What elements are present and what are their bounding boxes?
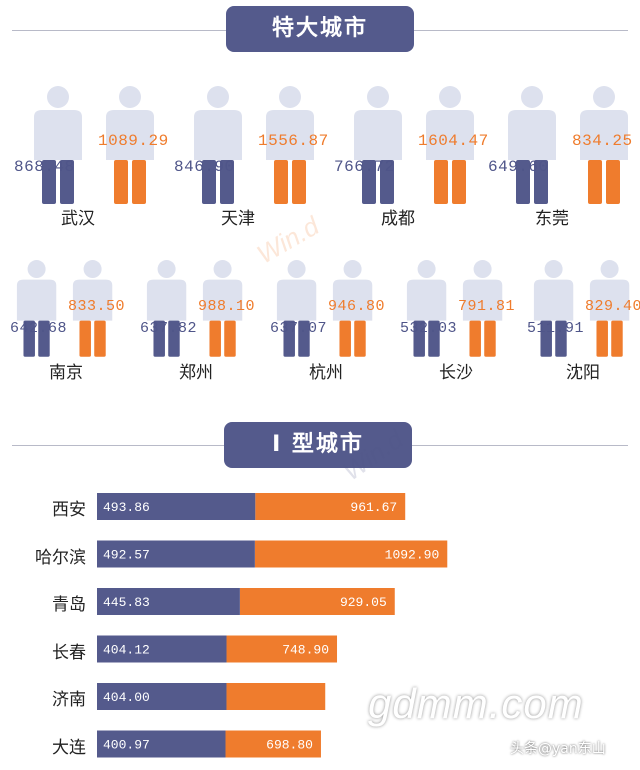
bar-orange-label: 929.05 xyxy=(340,595,387,610)
city-name: 武汉 xyxy=(61,209,95,229)
city-name: 东莞 xyxy=(535,209,569,229)
bar-purple xyxy=(97,683,227,710)
city-name: 天津 xyxy=(221,209,255,229)
value-b-label: 988.10 xyxy=(198,298,256,315)
person-figure-icon xyxy=(260,86,320,208)
value-b-label: 1604.47 xyxy=(418,132,489,150)
person-figure-icon xyxy=(68,260,117,361)
person-figure-icon xyxy=(142,260,191,361)
value-a-label: 649.60 xyxy=(488,158,549,176)
watermark-gdmm: gdmm.com xyxy=(368,680,584,727)
value-b-label: 946.80 xyxy=(328,298,386,315)
bar-purple xyxy=(97,635,227,663)
person-figure-icon xyxy=(402,260,451,361)
city-name: 郑州 xyxy=(179,363,213,383)
person-figure-icon xyxy=(585,260,634,361)
bar-purple-label: 492.57 xyxy=(103,548,150,563)
bar-orange-label: 748.90 xyxy=(282,643,329,658)
city-name: 成都 xyxy=(381,209,415,229)
person-figure-icon xyxy=(420,86,480,208)
bar-purple-label: 445.83 xyxy=(103,595,150,610)
person-figure-icon xyxy=(188,86,248,208)
bar-category-label: 大连 xyxy=(52,737,86,758)
city-name: 杭州 xyxy=(309,363,343,383)
person-figure-icon xyxy=(28,86,88,208)
bar-purple xyxy=(97,493,256,520)
value-b-label: 829.40 xyxy=(585,298,640,315)
bar-orange-label: 961.67 xyxy=(350,500,397,515)
section2-rule-left xyxy=(12,445,224,446)
city-name: 长沙 xyxy=(439,363,473,383)
value-b-label: 833.50 xyxy=(68,298,126,315)
bar-purple-label: 404.12 xyxy=(103,643,150,658)
bar-orange-label: 698.80 xyxy=(266,738,313,753)
bar-orange xyxy=(226,683,326,710)
section1-rule-left xyxy=(12,30,226,31)
bar-category-label: 青岛 xyxy=(52,595,86,615)
value-a-label: 637.07 xyxy=(270,320,328,337)
value-b-label: 834.25 xyxy=(572,132,633,150)
bar-orange xyxy=(225,730,321,758)
city-name: 南京 xyxy=(49,363,83,383)
person-figure-icon xyxy=(458,260,507,361)
bar-orange-label: 1092.90 xyxy=(385,548,440,563)
bar-purple xyxy=(97,588,240,615)
section1-rule-right xyxy=(414,30,628,31)
bar-category-label: 西安 xyxy=(52,500,86,520)
person-figure-icon xyxy=(100,86,160,208)
value-b-label: 1089.29 xyxy=(98,132,169,150)
person-figure-icon xyxy=(272,260,321,361)
value-a-label: 511.91 xyxy=(527,320,585,337)
value-a-label: 642.68 xyxy=(10,320,68,337)
person-figure-icon xyxy=(12,260,61,361)
bar-category-label: 济南 xyxy=(52,690,86,710)
bar-orange xyxy=(255,493,406,520)
bar-orange xyxy=(226,635,338,663)
bar-purple-label: 404.00 xyxy=(103,690,150,705)
city-name: 沈阳 xyxy=(566,363,600,383)
person-figure-icon xyxy=(574,86,634,208)
person-figure-icon xyxy=(328,260,377,361)
section2-title: I 型城市 xyxy=(224,422,412,468)
section2-rule-right xyxy=(412,445,628,446)
bar-orange xyxy=(239,588,395,615)
person-figure-icon xyxy=(348,86,408,208)
person-figure-icon xyxy=(502,86,562,208)
bar-orange xyxy=(254,540,448,568)
section1-title: 特大城市 xyxy=(226,6,414,52)
bar-purple xyxy=(97,730,226,758)
bar-category-label: 哈尔滨 xyxy=(35,547,86,568)
value-a-label: 532.03 xyxy=(400,320,458,337)
bar-purple-label: 493.86 xyxy=(103,500,150,515)
value-b-label: 1556.87 xyxy=(258,132,329,150)
value-a-label: 846.90 xyxy=(174,158,235,176)
value-a-label: 766.72 xyxy=(334,158,395,176)
bar-purple xyxy=(97,540,255,568)
value-a-label: 868.48 xyxy=(14,158,75,176)
watermark-credit: 头条@yan东山 xyxy=(510,741,606,757)
value-a-label: 637.82 xyxy=(140,320,198,337)
person-figure-icon xyxy=(529,260,578,361)
bar-purple-label: 400.97 xyxy=(103,738,150,753)
value-b-label: 791.81 xyxy=(458,298,516,315)
bar-category-label: 长春 xyxy=(52,642,86,663)
person-figure-icon xyxy=(198,260,247,361)
